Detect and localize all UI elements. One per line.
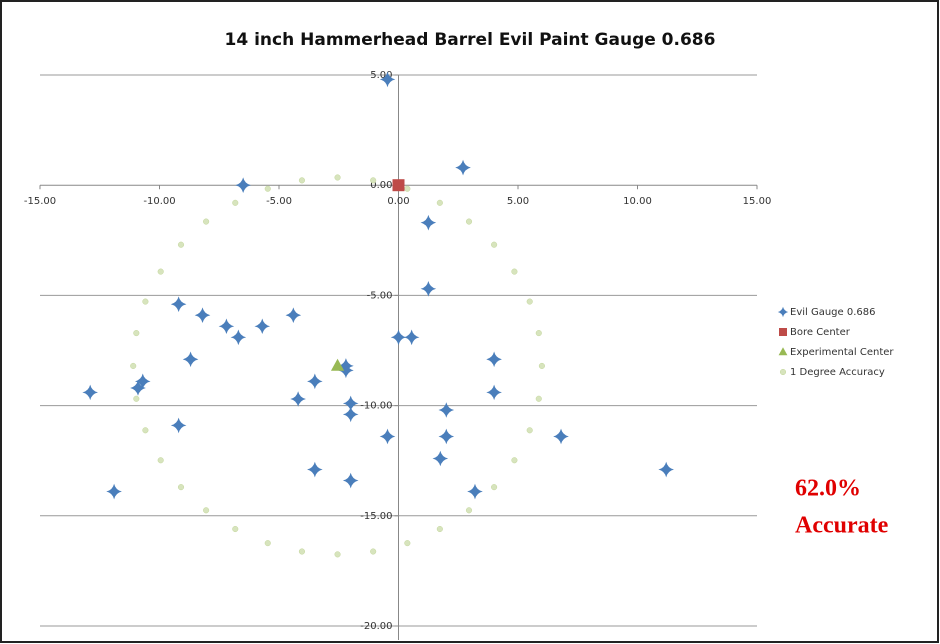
point <box>403 329 420 346</box>
point <box>491 484 498 491</box>
legend-label: Bore Center <box>790 327 851 338</box>
point <box>142 427 149 434</box>
point <box>658 461 674 478</box>
y-tick-label: -10.00 <box>360 401 392 412</box>
point <box>465 218 473 225</box>
x-tick-label: 0.00 <box>387 196 409 207</box>
point <box>420 214 437 231</box>
chart-title: 14 inch Hammerhead Barrel Evil Paint Gau… <box>225 30 716 50</box>
point <box>82 384 98 401</box>
point <box>390 329 407 346</box>
point <box>334 174 341 181</box>
point <box>285 307 302 324</box>
x-tick-label: 15.00 <box>743 196 772 207</box>
point <box>264 185 271 192</box>
point <box>157 268 164 275</box>
point <box>404 185 411 192</box>
point <box>438 428 455 445</box>
y-tick-label: -20.00 <box>360 621 392 632</box>
point <box>392 179 405 192</box>
point <box>330 358 345 371</box>
point <box>182 351 199 368</box>
y-tick-label: -5.00 <box>367 290 393 301</box>
point <box>177 484 185 491</box>
point <box>535 395 542 402</box>
point <box>370 177 377 184</box>
point <box>232 199 239 206</box>
point <box>436 199 443 206</box>
legend-marker <box>779 368 787 376</box>
point <box>553 428 569 445</box>
point <box>379 71 396 88</box>
point <box>465 507 473 514</box>
legend-marker <box>777 306 789 318</box>
point <box>338 362 354 379</box>
x-tick-label: -10.00 <box>143 196 175 207</box>
y-tick-label: 0.00 <box>370 180 392 191</box>
point <box>491 241 498 248</box>
point <box>307 373 323 390</box>
annotation: Accurate <box>795 513 889 539</box>
point <box>379 428 396 445</box>
y-tick-label: -15.00 <box>360 511 392 522</box>
point <box>133 330 140 337</box>
point <box>194 307 211 324</box>
point <box>218 318 235 335</box>
point <box>157 457 164 464</box>
annotation: 62.0% <box>795 476 861 502</box>
point <box>486 384 502 401</box>
point <box>535 330 542 337</box>
point <box>133 395 140 402</box>
point <box>177 241 185 248</box>
point <box>264 540 271 547</box>
point <box>290 391 306 407</box>
x-tick-label: -15.00 <box>24 196 56 207</box>
point <box>307 461 323 478</box>
y-tick-label: 5.00 <box>370 70 392 81</box>
point <box>370 548 377 555</box>
point <box>232 525 239 533</box>
point <box>486 351 502 368</box>
point <box>203 507 210 514</box>
point <box>203 218 210 225</box>
point <box>432 450 449 467</box>
point <box>511 268 518 275</box>
point <box>235 177 251 193</box>
legend-label: Experimental Center <box>790 347 894 358</box>
point <box>170 296 187 313</box>
x-tick-label: 5.00 <box>507 196 529 207</box>
legend-label: 1 Degree Accuracy <box>790 367 885 378</box>
point <box>334 551 341 558</box>
point <box>526 427 533 434</box>
point <box>420 280 437 297</box>
point <box>230 329 247 346</box>
point <box>467 483 483 500</box>
point <box>130 380 146 396</box>
point <box>298 548 305 555</box>
legend-marker <box>779 328 787 336</box>
x-tick-label: -5.00 <box>266 196 292 207</box>
point <box>455 159 471 176</box>
point <box>106 483 122 500</box>
point <box>438 402 455 418</box>
point <box>404 540 411 547</box>
point <box>526 298 533 305</box>
point <box>134 373 151 390</box>
point <box>130 362 137 369</box>
point <box>538 362 545 369</box>
point <box>342 406 359 423</box>
legend-label: Evil Gauge 0.686 <box>790 307 876 318</box>
point <box>298 177 305 184</box>
point <box>170 417 187 434</box>
point <box>142 298 149 305</box>
point <box>511 457 518 464</box>
x-tick-label: 10.00 <box>623 196 652 207</box>
point <box>436 525 443 533</box>
point <box>254 318 271 335</box>
point <box>342 395 359 412</box>
legend-marker <box>778 347 788 356</box>
point <box>342 472 359 489</box>
